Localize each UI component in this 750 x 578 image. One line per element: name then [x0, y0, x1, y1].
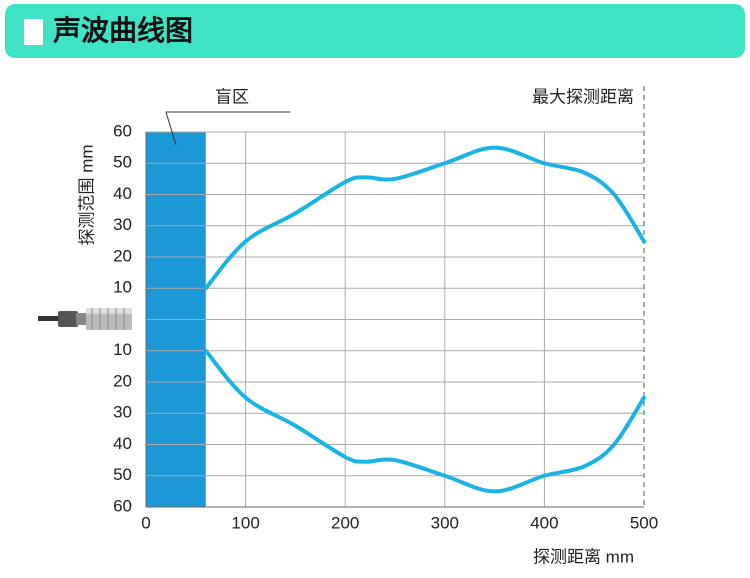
beam-curve [203, 348, 646, 494]
header-bar: 声波曲线图 [5, 4, 745, 58]
blind-zone-label: 盲区 [215, 87, 249, 106]
y-tick-label: 20 [113, 371, 132, 390]
beam-curve [203, 145, 646, 291]
y-tick-label: 60 [113, 496, 132, 515]
x-axis-label: 探测距离 mm [533, 547, 634, 566]
y-tick-label: 60 [113, 121, 132, 140]
y-axis-label: 探测范围 mm [77, 144, 96, 245]
y-tick-label: 10 [113, 278, 132, 297]
blind-zone-leader [165, 111, 177, 146]
y-tick-label: 50 [113, 153, 132, 172]
x-tick-label: 500 [630, 513, 658, 532]
y-tick-label: 40 [113, 434, 132, 453]
y-tick-label: 30 [113, 403, 132, 422]
sensor-icon [38, 308, 132, 330]
page-title: 声波曲线图 [53, 15, 194, 46]
x-tick-label: 100 [231, 513, 259, 532]
y-tick-label: 20 [113, 246, 132, 265]
x-tick-label: 200 [331, 513, 359, 532]
y-tick-label: 10 [113, 340, 132, 359]
x-tick-label: 0 [141, 513, 150, 532]
header-icon [24, 19, 43, 45]
x-tick-label: 400 [530, 513, 558, 532]
y-tick-label: 40 [113, 184, 132, 203]
max-distance-label: 最大探测距离 [532, 87, 634, 106]
y-tick-label: 50 [113, 465, 132, 484]
y-tick-label: 30 [113, 215, 132, 234]
x-tick-label: 300 [431, 513, 459, 532]
